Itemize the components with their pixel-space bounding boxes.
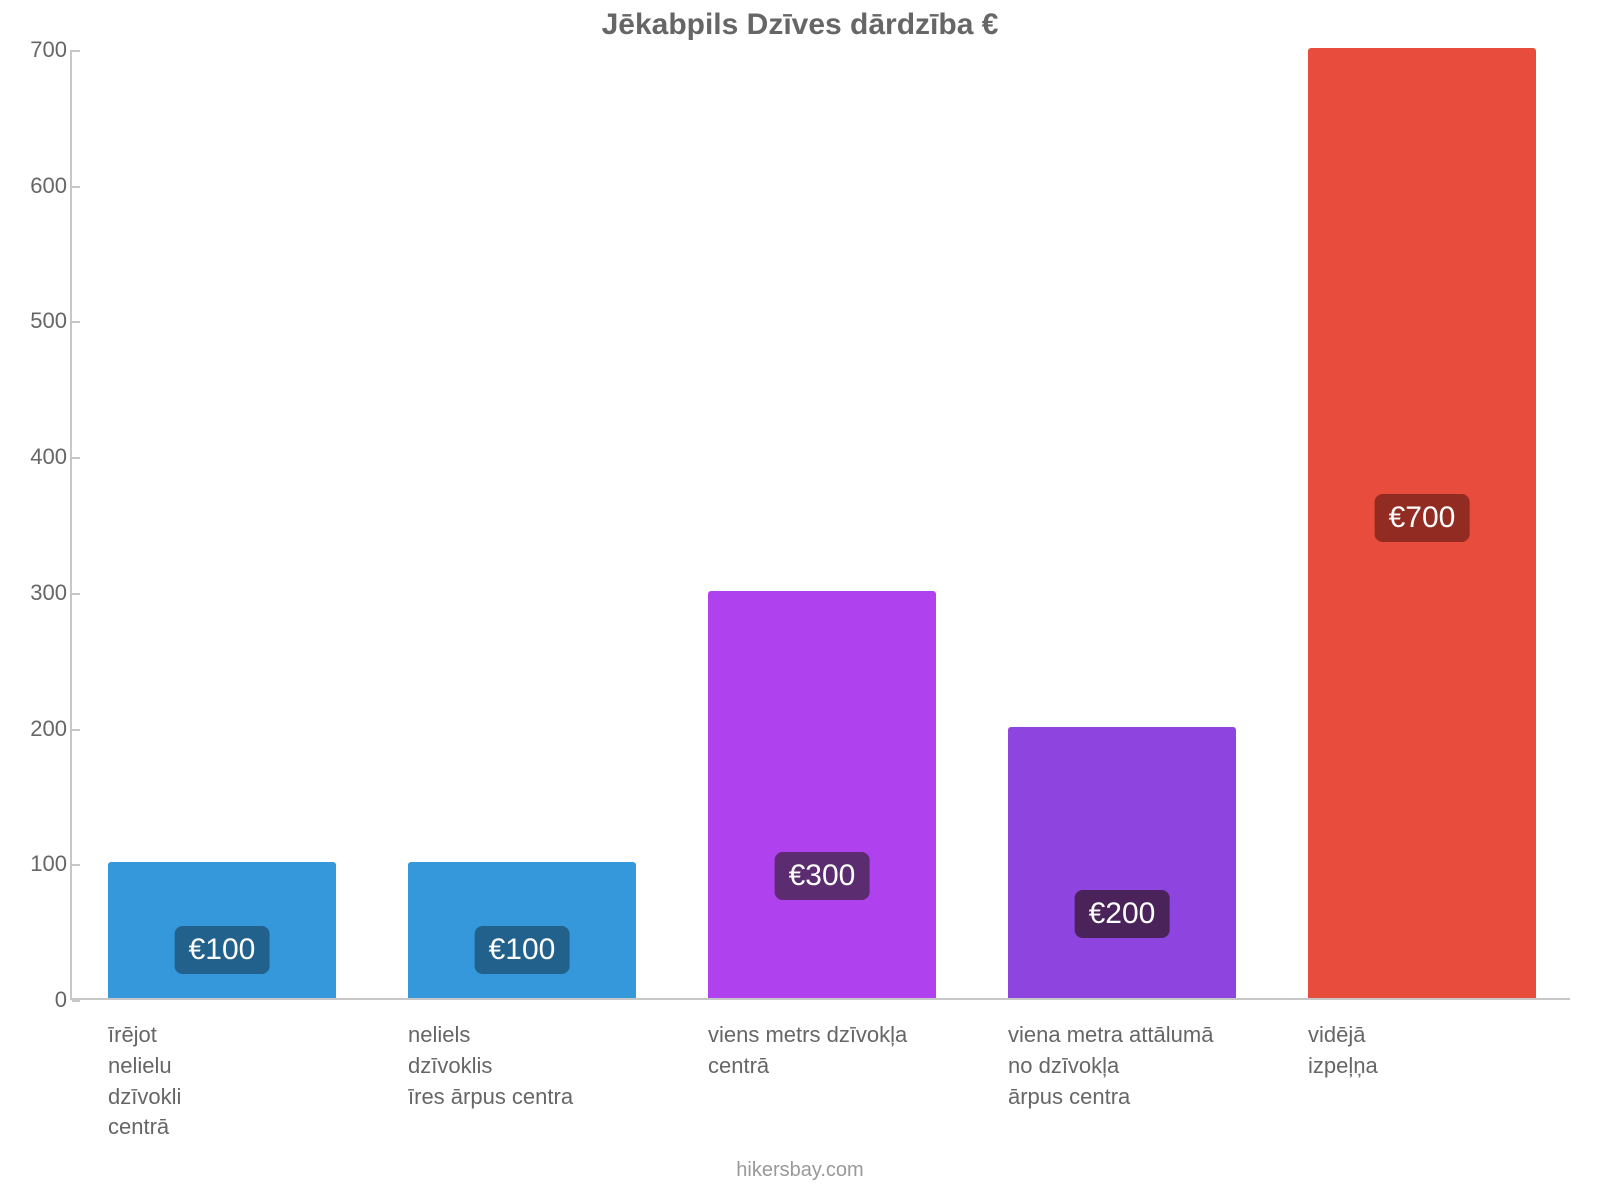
x-axis-label: īrējot nelielu dzīvokli centrā xyxy=(108,1020,181,1143)
x-axis-label: neliels dzīvoklis īres ārpus centra xyxy=(408,1020,573,1112)
y-axis-tick: 600 xyxy=(17,173,67,199)
y-axis-tick: 400 xyxy=(17,444,67,470)
bar-value-label: €200 xyxy=(1075,890,1170,938)
bar-value-label: €300 xyxy=(775,852,870,900)
x-axis-label: viena metra attālumā no dzīvokļa ārpus c… xyxy=(1008,1020,1213,1112)
chart-title: Jēkabpils Dzīves dārdzība € xyxy=(0,8,1600,42)
y-axis-tick: 0 xyxy=(17,987,67,1013)
y-axis-tick: 700 xyxy=(17,37,67,63)
y-axis-tick: 100 xyxy=(17,851,67,877)
bar: €100 xyxy=(408,862,636,998)
y-axis-tick: 200 xyxy=(17,716,67,742)
y-axis-tick: 500 xyxy=(17,308,67,334)
y-axis-tick: 300 xyxy=(17,580,67,606)
plot-area: 0100200300400500600700€100īrējot nelielu… xyxy=(70,50,1570,1000)
bar-value-label: €100 xyxy=(475,926,570,974)
bar: €200 xyxy=(1008,727,1236,998)
bar-value-label: €100 xyxy=(175,926,270,974)
bar-value-label: €700 xyxy=(1375,494,1470,542)
chart-footer: hikersbay.com xyxy=(0,1159,1600,1182)
bar: €700 xyxy=(1308,48,1536,998)
bar: €300 xyxy=(708,591,936,998)
bar: €100 xyxy=(108,862,336,998)
x-axis-label: vidējā izpeļņa xyxy=(1308,1020,1378,1082)
chart-container: Jēkabpils Dzīves dārdzība € 010020030040… xyxy=(0,0,1600,1200)
x-axis-label: viens metrs dzīvokļa centrā xyxy=(708,1020,907,1082)
